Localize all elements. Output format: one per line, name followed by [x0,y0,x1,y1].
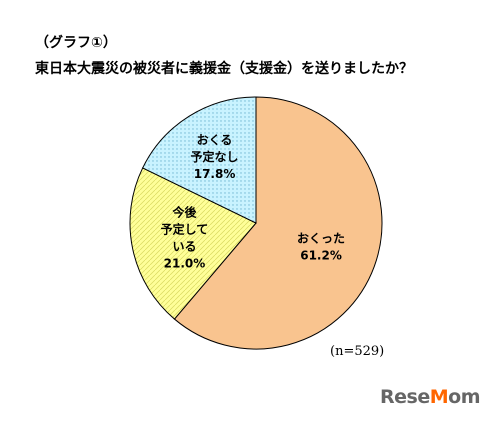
graph-label: （グラフ①） [35,35,117,51]
sample-size-note: (n=529) [330,344,385,359]
slice-label-1: 今後予定している 21.0% [161,205,209,271]
pie-slice-1 [129,167,257,320]
slice-label-2: おくる予定なし 17.8% [191,133,239,181]
chart-title: 東日本大震災の被災者に義援金（支援金）を送りましたか？ [35,61,413,77]
slice-label-0: おくった 61.2% [297,231,345,262]
pie-slice-2 [142,96,257,224]
pie-slice-0 [173,96,383,350]
resemom-logo: ReseMom [380,386,480,408]
